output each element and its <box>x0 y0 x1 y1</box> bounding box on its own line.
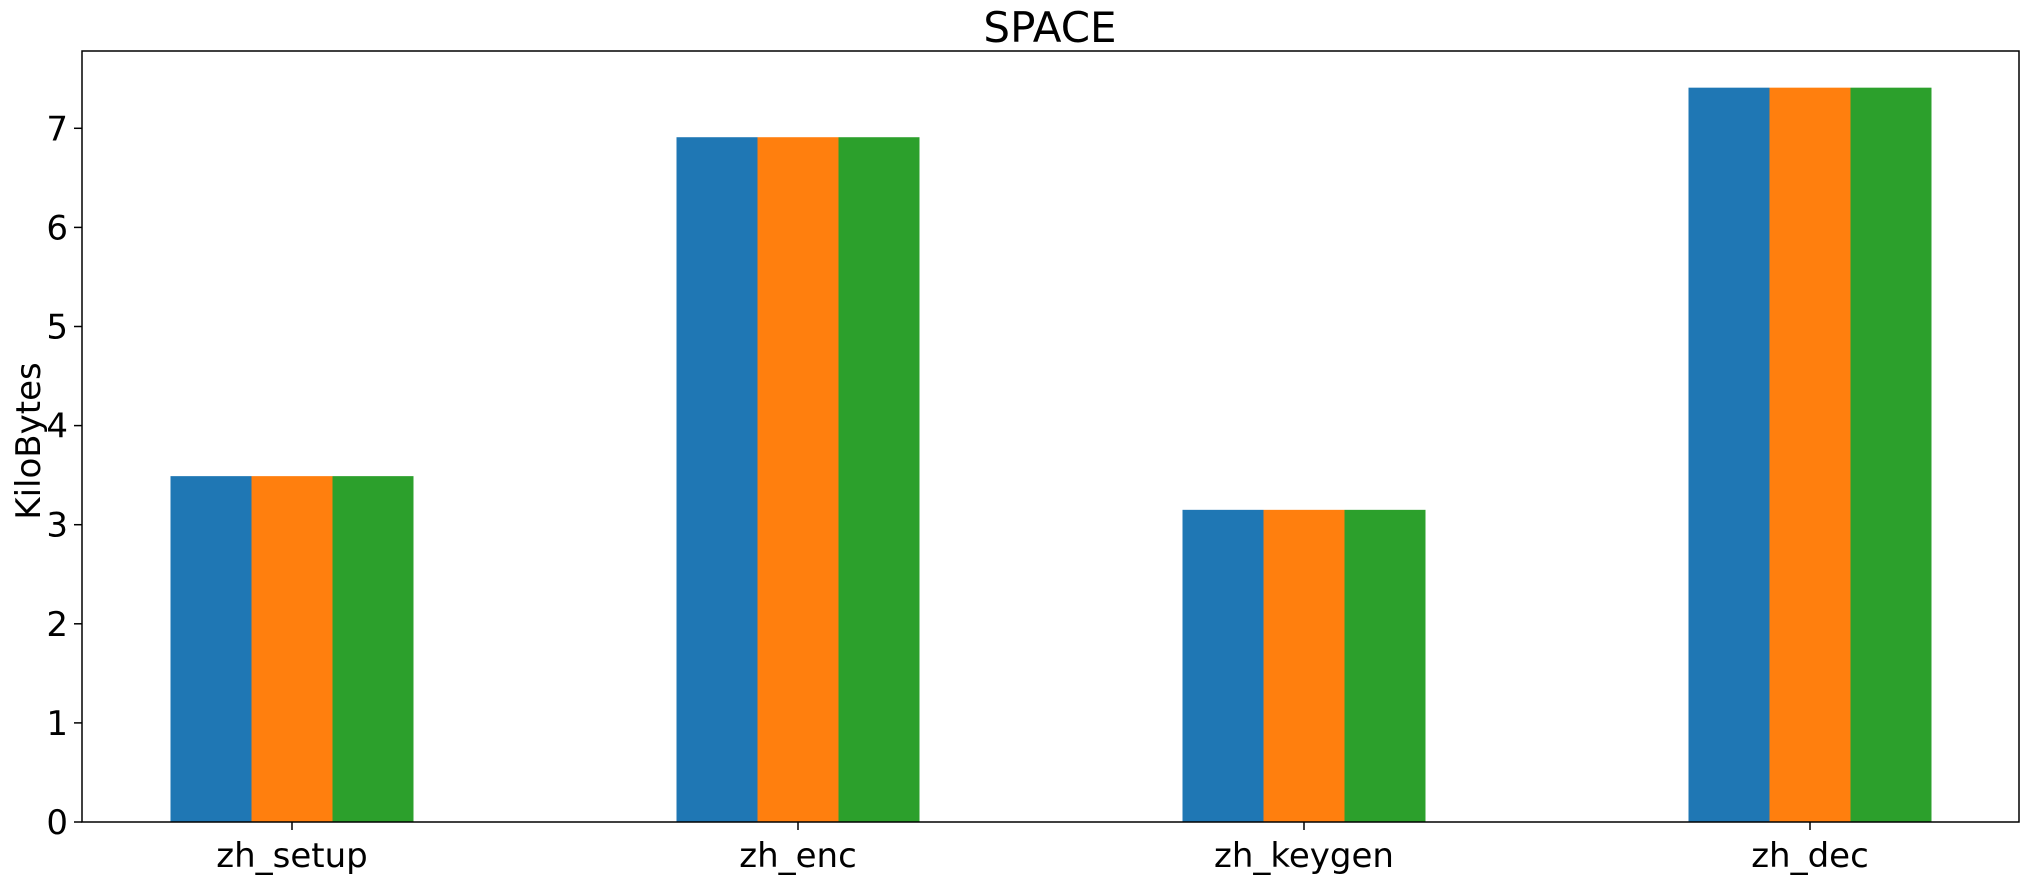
x-tick-label: zh_enc <box>739 836 857 876</box>
y-tick-label: 4 <box>46 407 68 447</box>
y-tick-label: 7 <box>46 109 68 149</box>
bar-zh_dec-series-3 <box>1850 87 1932 822</box>
y-tick-label: 1 <box>46 704 68 744</box>
bar-zh_enc-series-1 <box>676 137 758 822</box>
plot-frame <box>81 50 2020 823</box>
y-tick-label: 3 <box>46 506 68 546</box>
y-tick-label: 2 <box>46 605 68 645</box>
bar-zh_keygen-series-3 <box>1344 509 1426 822</box>
y-axis-label: KiloBytes <box>9 362 49 519</box>
bars-group <box>170 87 1932 822</box>
x-tick-label: zh_keygen <box>1214 836 1394 876</box>
bar-zh_dec-series-2 <box>1769 87 1851 822</box>
bar-zh_enc-series-3 <box>838 137 920 822</box>
y-axis-ticks: 0 1 2 3 4 5 6 7 <box>46 109 82 843</box>
bar-zh_keygen-series-2 <box>1263 509 1345 822</box>
bar-zh_setup-series-1 <box>170 476 252 822</box>
y-tick-label: 0 <box>46 803 68 843</box>
bar-zh_enc-series-2 <box>757 137 839 822</box>
y-tick-label: 6 <box>46 208 68 248</box>
x-tick-label: zh_dec <box>1751 836 1869 876</box>
x-tick-label: zh_setup <box>216 836 368 876</box>
bar-zh_dec-series-1 <box>1688 87 1770 822</box>
bar-zh_setup-series-2 <box>251 476 333 822</box>
bar-zh_setup-series-3 <box>332 476 414 822</box>
bar-zh_keygen-series-1 <box>1182 509 1264 822</box>
x-axis-ticks: zh_setup zh_enc zh_keygen zh_dec <box>216 822 1869 876</box>
y-tick-label: 5 <box>46 307 68 347</box>
chart-title: SPACE <box>983 3 1116 52</box>
